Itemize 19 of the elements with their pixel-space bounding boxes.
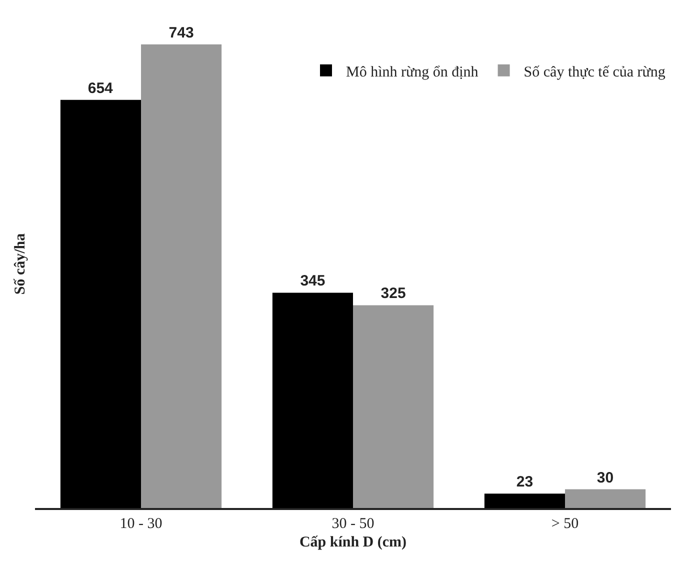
data-label: 345 xyxy=(300,272,326,290)
bar xyxy=(60,100,141,508)
data-label: 23 xyxy=(516,474,534,491)
data-label: 30 xyxy=(596,469,614,486)
data-label: 743 xyxy=(168,24,194,42)
x-tick-label: 30 - 50 xyxy=(332,516,374,532)
x-tick-label: > 50 xyxy=(551,516,579,532)
legend-label: Số cây thực tế của rừng xyxy=(524,64,666,80)
legend-label: Mô hình rừng ổn định xyxy=(346,64,479,80)
y-axis-title: Số cây/ha xyxy=(12,232,28,295)
bar xyxy=(484,494,565,508)
x-tick-label: 10 - 30 xyxy=(120,516,162,532)
data-label: 654 xyxy=(88,80,114,97)
bar xyxy=(272,292,353,508)
bar xyxy=(141,44,222,508)
data-label: 325 xyxy=(380,285,406,302)
x-axis-title: Cấp kính D (cm) xyxy=(299,534,407,550)
bar xyxy=(353,305,434,508)
bar xyxy=(565,489,646,508)
